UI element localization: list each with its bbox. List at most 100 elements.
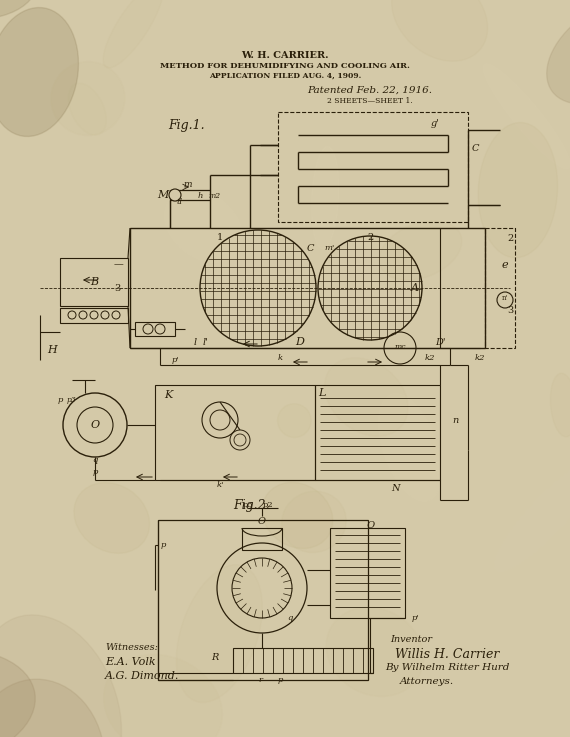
Text: k2: k2 [475,354,485,362]
Ellipse shape [312,147,339,249]
Ellipse shape [483,64,570,169]
Text: p2: p2 [263,501,273,509]
Text: B: B [90,277,98,287]
Text: E.A. Volk: E.A. Volk [105,657,156,667]
Ellipse shape [307,671,441,736]
Text: m: m [184,180,192,189]
Text: Inventor: Inventor [390,635,432,644]
Text: tl: tl [177,198,183,206]
Ellipse shape [547,0,570,104]
Text: p3: p3 [67,396,77,404]
Text: A: A [411,283,419,293]
Text: l': l' [202,338,208,346]
Bar [315,385,440,480]
Ellipse shape [103,0,163,68]
Ellipse shape [379,221,462,280]
Text: h: h [197,192,203,200]
Text: APPLICATION FILED AUG. 4, 1909.: APPLICATION FILED AUG. 4, 1909. [209,72,361,80]
Text: N: N [391,483,399,492]
Ellipse shape [392,0,487,61]
Text: g': g' [430,119,439,128]
Text: METHOD FOR DEHUMIDIFYING AND COOLING AIR.: METHOD FOR DEHUMIDIFYING AND COOLING AIR… [160,62,410,70]
Text: q: q [92,456,97,464]
Text: C: C [306,243,314,253]
Text: k: k [278,354,283,362]
Text: k2: k2 [425,354,435,362]
Bar [485,228,515,348]
Text: C: C [471,144,479,153]
Bar [242,528,282,550]
Text: H: H [47,345,57,355]
Text: mc: mc [394,343,406,351]
Bar [278,112,468,222]
Text: 2: 2 [507,234,513,242]
Text: p': p' [171,356,179,364]
Bar [158,520,368,680]
Text: A.G. Dimond.: A.G. Dimond. [105,671,180,681]
Text: —: — [113,260,123,270]
Text: Fig.1.: Fig.1. [168,119,205,131]
Text: e: e [502,260,508,270]
Text: p': p' [411,614,419,622]
Ellipse shape [435,0,503,48]
Ellipse shape [325,357,408,436]
Ellipse shape [432,402,477,461]
Bar [330,528,405,618]
Text: Patented Feb. 22, 1916.: Patented Feb. 22, 1916. [307,85,433,94]
Text: 1: 1 [217,232,223,242]
Text: Q: Q [366,520,374,529]
Text: p: p [92,468,97,476]
Ellipse shape [176,565,262,702]
Text: m': m' [325,244,335,252]
Text: k': k' [216,481,223,489]
Text: L: L [318,388,325,398]
Ellipse shape [164,189,243,262]
Text: Attorneys.: Attorneys. [400,677,454,686]
Bar [130,228,485,348]
Ellipse shape [278,404,311,437]
Ellipse shape [0,615,121,737]
Text: 3: 3 [114,284,120,293]
Text: 2: 2 [367,232,373,242]
Ellipse shape [61,487,118,548]
Ellipse shape [0,7,79,136]
Text: Witnesses:: Witnesses: [105,643,158,652]
Bar [155,385,315,480]
Ellipse shape [104,654,222,737]
Ellipse shape [551,373,570,437]
Ellipse shape [494,459,570,572]
Ellipse shape [0,650,35,737]
Text: p3: p3 [243,501,254,509]
Text: 3: 3 [507,306,513,315]
Text: p: p [160,541,166,549]
Ellipse shape [282,492,346,553]
Text: p: p [58,396,63,404]
Text: O: O [258,517,266,526]
Text: By Wilhelm Ritter Hurd: By Wilhelm Ritter Hurd [385,663,510,672]
Ellipse shape [0,680,105,737]
Bar [233,648,373,673]
Ellipse shape [478,122,557,258]
Text: n: n [452,416,458,425]
Ellipse shape [68,83,106,135]
Text: M: M [157,190,169,200]
Text: Willis H. Carrier: Willis H. Carrier [395,649,499,662]
Ellipse shape [262,483,333,548]
Bar [60,308,128,323]
Bar [60,258,128,306]
Text: D': D' [435,338,445,346]
Text: R: R [211,652,219,662]
Ellipse shape [326,607,424,696]
Text: D: D [296,337,304,347]
Text: n': n' [502,294,508,302]
Bar [135,322,175,336]
Text: l: l [193,338,197,346]
Text: W. H. CARRIER.: W. H. CARRIER. [241,51,329,60]
Ellipse shape [0,0,38,19]
Ellipse shape [378,394,442,501]
Text: 2 SHEETS—SHEET 1.: 2 SHEETS—SHEET 1. [327,97,413,105]
Text: O: O [91,420,100,430]
Text: q: q [287,614,292,622]
Ellipse shape [151,367,185,415]
Circle shape [169,189,181,201]
